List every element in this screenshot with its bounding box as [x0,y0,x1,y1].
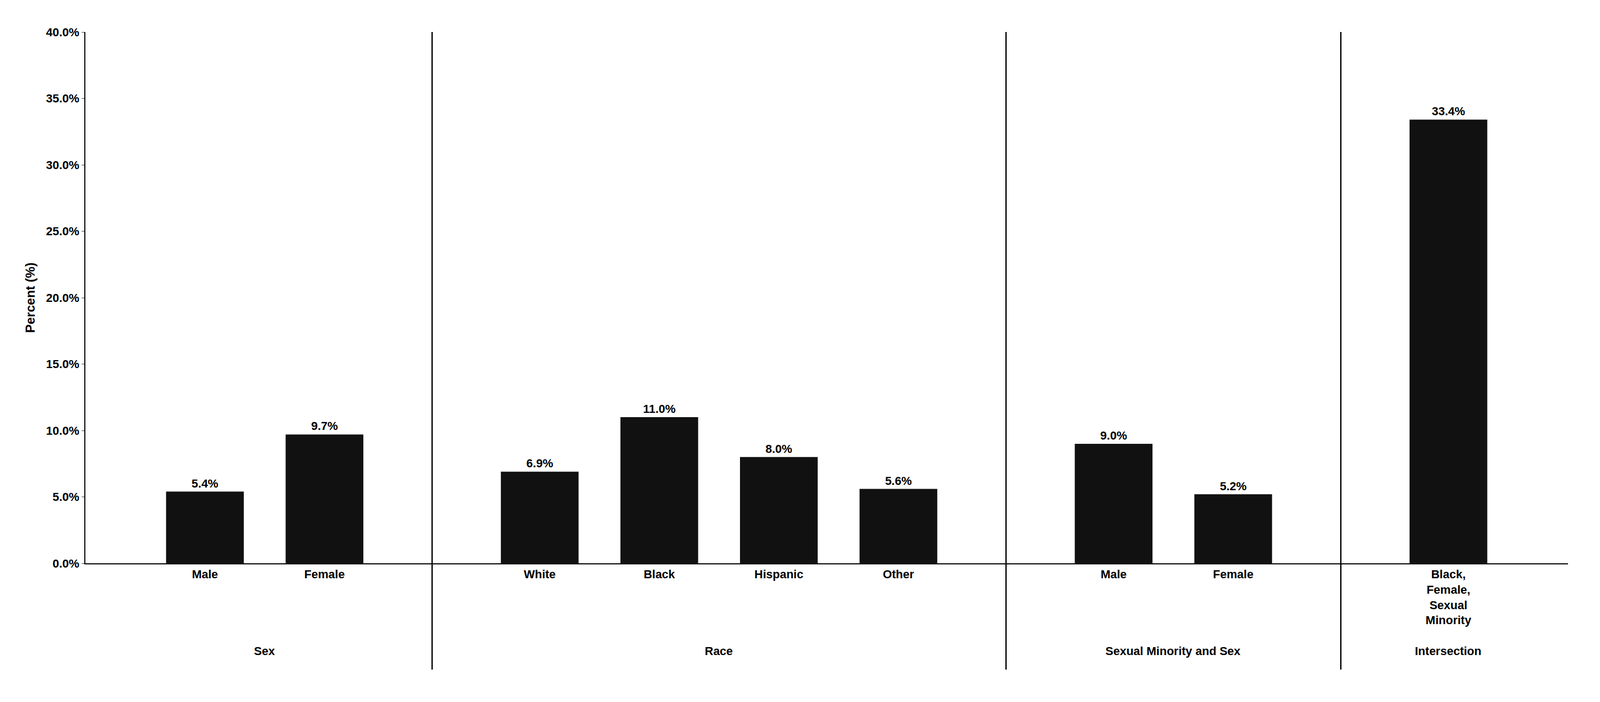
svg-text:Sex: Sex [253,644,276,658]
svg-text:Percent (%): Percent (%) [22,262,38,333]
svg-text:Male: Male [192,567,219,581]
svg-text:Other: Other [882,567,915,581]
svg-text:30.0%: 30.0% [45,158,79,172]
svg-text:9.7%: 9.7% [311,419,338,433]
svg-text:Hispanic: Hispanic [754,567,804,581]
svg-text:25.0%: 25.0% [45,224,79,238]
svg-text:5.6%: 5.6% [885,474,912,488]
svg-text:5.2%: 5.2% [1219,479,1247,493]
svg-text:10.0%: 10.0% [45,424,79,438]
svg-text:Black,Female,SexualMinority: Black,Female,SexualMinority [1425,567,1472,627]
svg-text:Black: Black [643,567,675,581]
svg-text:20.0%: 20.0% [45,291,79,305]
svg-text:5.0%: 5.0% [52,490,79,504]
svg-text:33.4%: 33.4% [1431,104,1466,118]
svg-text:White: White [523,567,556,581]
svg-text:Female: Female [304,567,345,581]
svg-text:Race: Race [704,644,734,658]
svg-text:9.0%: 9.0% [1100,428,1127,443]
svg-text:40.0%: 40.0% [45,25,79,39]
svg-text:0.0%: 0.0% [52,556,79,571]
svg-text:Male: Male [1100,567,1127,581]
svg-text:5.4%: 5.4% [191,476,219,491]
svg-text:Female: Female [1213,567,1254,581]
svg-text:Intersection: Intersection [1414,644,1482,658]
svg-text:15.0%: 15.0% [45,357,79,371]
svg-text:6.9%: 6.9% [526,456,554,471]
svg-text:11.0%: 11.0% [642,402,676,416]
svg-text:Sexual Minority and Sex: Sexual Minority and Sex [1105,644,1241,658]
svg-text:8.0%: 8.0% [765,442,793,456]
svg-text:35.0%: 35.0% [45,91,79,106]
